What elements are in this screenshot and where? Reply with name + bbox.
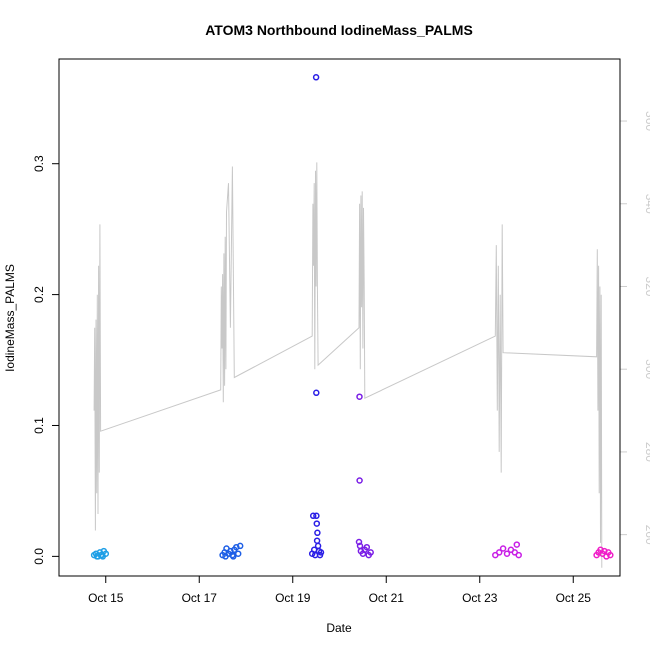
y-tick-label: 0.3 [32, 155, 46, 172]
x-tick-label: Oct 23 [462, 591, 498, 605]
data-point [356, 393, 363, 400]
x-tick-label: Oct 19 [275, 591, 311, 605]
data-point [222, 553, 229, 560]
plot-border [58, 58, 621, 577]
y2-tick-label: 360 [643, 111, 650, 131]
data-point [317, 549, 325, 556]
data-point [99, 553, 107, 560]
data-point [309, 512, 317, 520]
y2-tick-label: 260 [643, 525, 650, 545]
y2-tick-label: 280 [643, 442, 650, 462]
y-tick-label: 0.0 [32, 548, 46, 565]
data-point [314, 529, 321, 537]
data-point [356, 477, 363, 484]
data-point [503, 550, 511, 557]
data-point [230, 553, 237, 560]
data-point [355, 538, 363, 546]
secondary-line-layer [93, 162, 603, 568]
data-point [313, 512, 320, 520]
data-point [499, 545, 507, 552]
y2-tick-label: 340 [643, 194, 650, 214]
data-point [312, 74, 320, 81]
data-point [363, 543, 371, 551]
data-point [367, 549, 374, 556]
x-tick-label: Oct 17 [182, 591, 218, 605]
y2-tick-label: 320 [643, 276, 650, 296]
data-point [236, 542, 244, 550]
data-point [313, 520, 321, 527]
y-tick-label: 0.1 [32, 417, 46, 434]
data-point [515, 551, 522, 559]
x-tick-label: Oct 15 [88, 591, 124, 605]
x-tick-label: Oct 25 [556, 591, 592, 605]
data-point [313, 389, 320, 397]
data-point [513, 541, 521, 548]
y-tick-label: 0.2 [32, 286, 46, 303]
x-tick-label: Oct 21 [369, 591, 405, 605]
data-point [234, 550, 242, 557]
x-axis-label: Date [326, 621, 352, 635]
y2-tick-label: 300 [643, 359, 650, 379]
data-point [607, 551, 614, 559]
y-axis-label: IodineMass_PALMS [3, 264, 17, 372]
secondary-series-line [93, 162, 603, 568]
data-point [495, 549, 503, 556]
chart-title: ATOM3 Northbound IodineMass_PALMS [205, 22, 473, 38]
points-layer [90, 74, 614, 560]
